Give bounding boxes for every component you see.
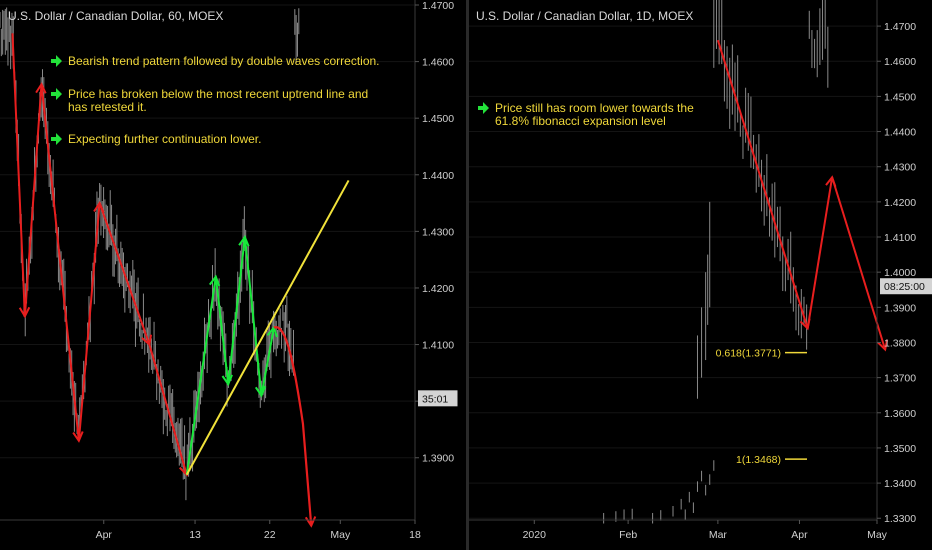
fib-level-label: 1(1.3468) [736,454,781,466]
left-chart-panel[interactable]: 1.39001.40001.41001.42001.43001.44001.45… [0,0,466,550]
x-tick-label: 13 [189,529,201,541]
green-arrow-icon [51,88,62,100]
y-tick-label: 1.4200 [884,197,916,209]
y-tick-label: 1.4300 [422,226,454,238]
arrowhead [254,385,267,398]
y-tick-label: 1.4500 [422,113,454,125]
arrowhead [877,339,889,352]
y-tick-label: 1.4200 [422,283,454,295]
arrowhead [221,374,233,387]
y-tick-label: 1.3500 [884,443,916,455]
y-tick-label: 1.3300 [884,513,916,525]
annotation-note: Price has broken below the most recent u… [68,87,368,101]
y-tick-label: 1.4600 [884,56,916,68]
y-tick-label: 1.4700 [884,21,916,33]
wave-line [716,39,887,350]
daily-price-bars [603,0,829,524]
y-tick-label: 1.3700 [884,373,916,385]
right-chart-panel[interactable]: 1.3300 1.3400 1.3500 1.3600 1.3700 1.3800 1.39… [469,0,932,550]
panel-divider [466,0,469,550]
green-arrow-icon [51,55,62,67]
price-badge-label: 08:25:00 [884,281,925,293]
price-badge [418,390,458,407]
annotation-note: Expecting further continuation lower. [68,132,261,146]
arrowhead [238,234,250,247]
y-tick-label: 1.3800 [884,337,916,349]
wave-line [185,236,275,475]
projection-curve [273,326,313,526]
y-tick-label: 1.4400 [422,170,454,182]
hourly-chart-svg[interactable]: 1.39001.40001.41001.42001.43001.44001.45… [0,0,466,550]
x-tick-label: 2020 [523,529,547,541]
green-arrow-icon [51,133,62,145]
x-tick-label: Mar [709,529,728,541]
y-tick-label: 1.4700 [422,0,454,12]
arrowhead [93,200,105,213]
y-tick-label: 1.4400 [884,127,916,139]
y-tick-label: 1.3600 [884,408,916,420]
y-tick-label: 1.4300 [884,162,916,174]
x-tick-label: 18 [409,529,421,541]
arrowhead [799,318,811,331]
y-tick-label: 1.4100 [884,232,916,244]
y-tick-label: 1.4100 [422,340,454,352]
x-tick-label: May [330,529,351,541]
chart-title: U.S. Dollar / Canadian Dollar, 60, MOEX [8,9,223,23]
arrowhead [18,306,31,319]
annotation-note: Price still has room lower towards the [495,101,694,115]
green-arrow-icon [478,102,489,114]
x-tick-label: Apr [791,529,808,541]
fib-level-label: 0.618(1.3771) [716,348,781,360]
y-tick-label: 1.4600 [422,57,454,69]
x-tick-label: Feb [619,529,637,541]
chart-title: U.S. Dollar / Canadian Dollar, 1D, MOEX [476,9,693,23]
arrowhead [35,82,47,94]
arrowhead [825,175,837,188]
y-tick-label: 1.3400 [884,478,916,490]
y-tick-label: 1.3900 [884,302,916,314]
annotation-note: 61.8% fibonacci expansion level [495,114,666,128]
y-tick-label: 1.4500 [884,91,916,103]
daily-chart-svg[interactable]: 1.3300 1.3400 1.3500 1.3600 1.3700 1.3800 1.39… [469,0,932,550]
y-tick-label: 1.4000 [884,267,916,279]
arrowhead [141,334,152,347]
arrowhead [208,274,221,287]
annotation-note: has retested it. [68,100,147,114]
hourly-price-bars [0,7,300,501]
price-badge-label: 35:01 [422,393,448,405]
y-tick-label: 1.3900 [422,453,454,465]
wave-line [185,179,350,476]
arrowhead [72,431,84,443]
x-tick-label: May [867,529,888,541]
x-tick-label: Apr [96,529,113,541]
annotation-note: Bearish trend pattern followed by double… [68,54,380,68]
x-tick-label: 22 [264,529,276,541]
price-badge [880,278,932,295]
